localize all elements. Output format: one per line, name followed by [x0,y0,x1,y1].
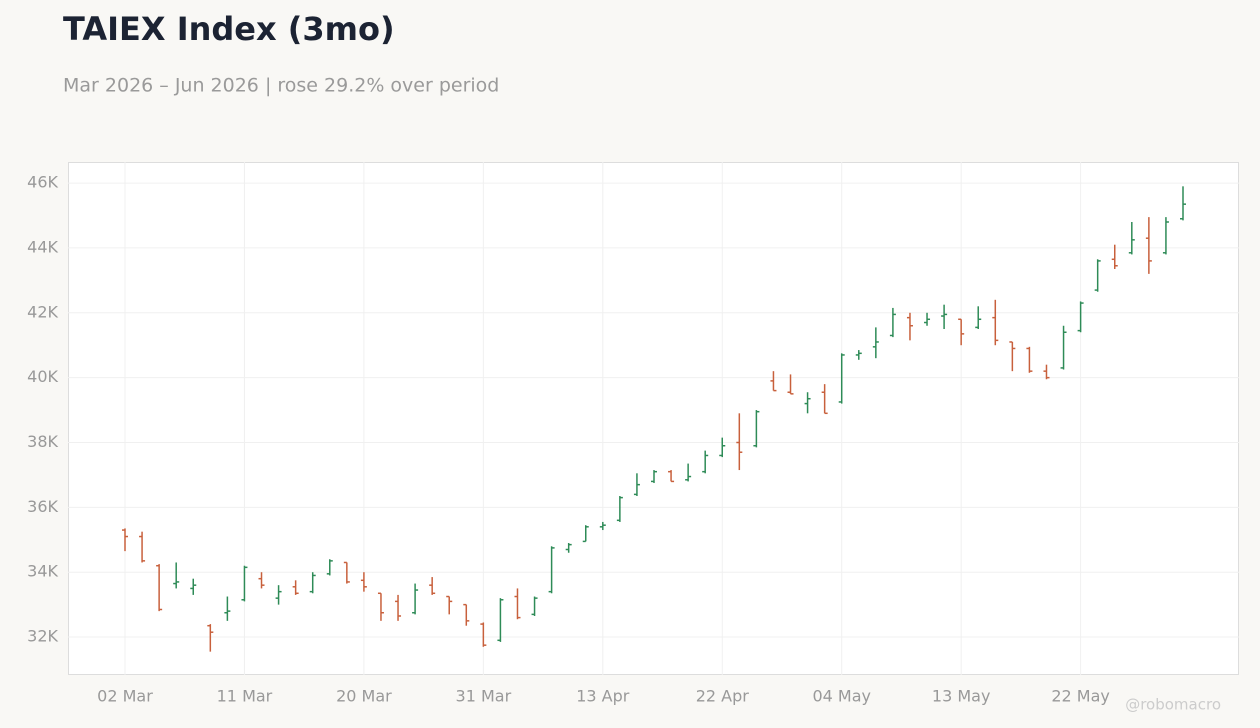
chart-subtitle: Mar 2026 – Jun 2026 | rose 29.2% over pe… [63,75,499,97]
chart-title: TAIEX Index (3mo) [63,10,395,48]
x-tick-label: 20 Mar [336,687,392,706]
x-tick-label: 11 Mar [217,687,273,706]
y-tick-label: 46K [27,173,58,192]
x-tick-label: 13 Apr [576,687,630,706]
y-tick-label: 44K [27,237,58,256]
watermark: @robomacro [1125,696,1221,714]
y-tick-label: 34K [27,562,58,581]
y-tick-label: 40K [27,367,58,386]
y-tick-label: 32K [27,627,58,646]
y-tick-label: 36K [27,497,58,516]
y-tick-label: 42K [27,302,58,321]
x-tick-label: 04 May [812,687,871,706]
x-tick-label: 22 May [1051,687,1110,706]
x-tick-label: 31 Mar [456,687,512,706]
x-tick-label: 22 Apr [696,687,750,706]
y-tick-label: 38K [27,432,58,451]
x-tick-label: 02 Mar [97,687,153,706]
x-tick-label: 13 May [932,687,991,706]
